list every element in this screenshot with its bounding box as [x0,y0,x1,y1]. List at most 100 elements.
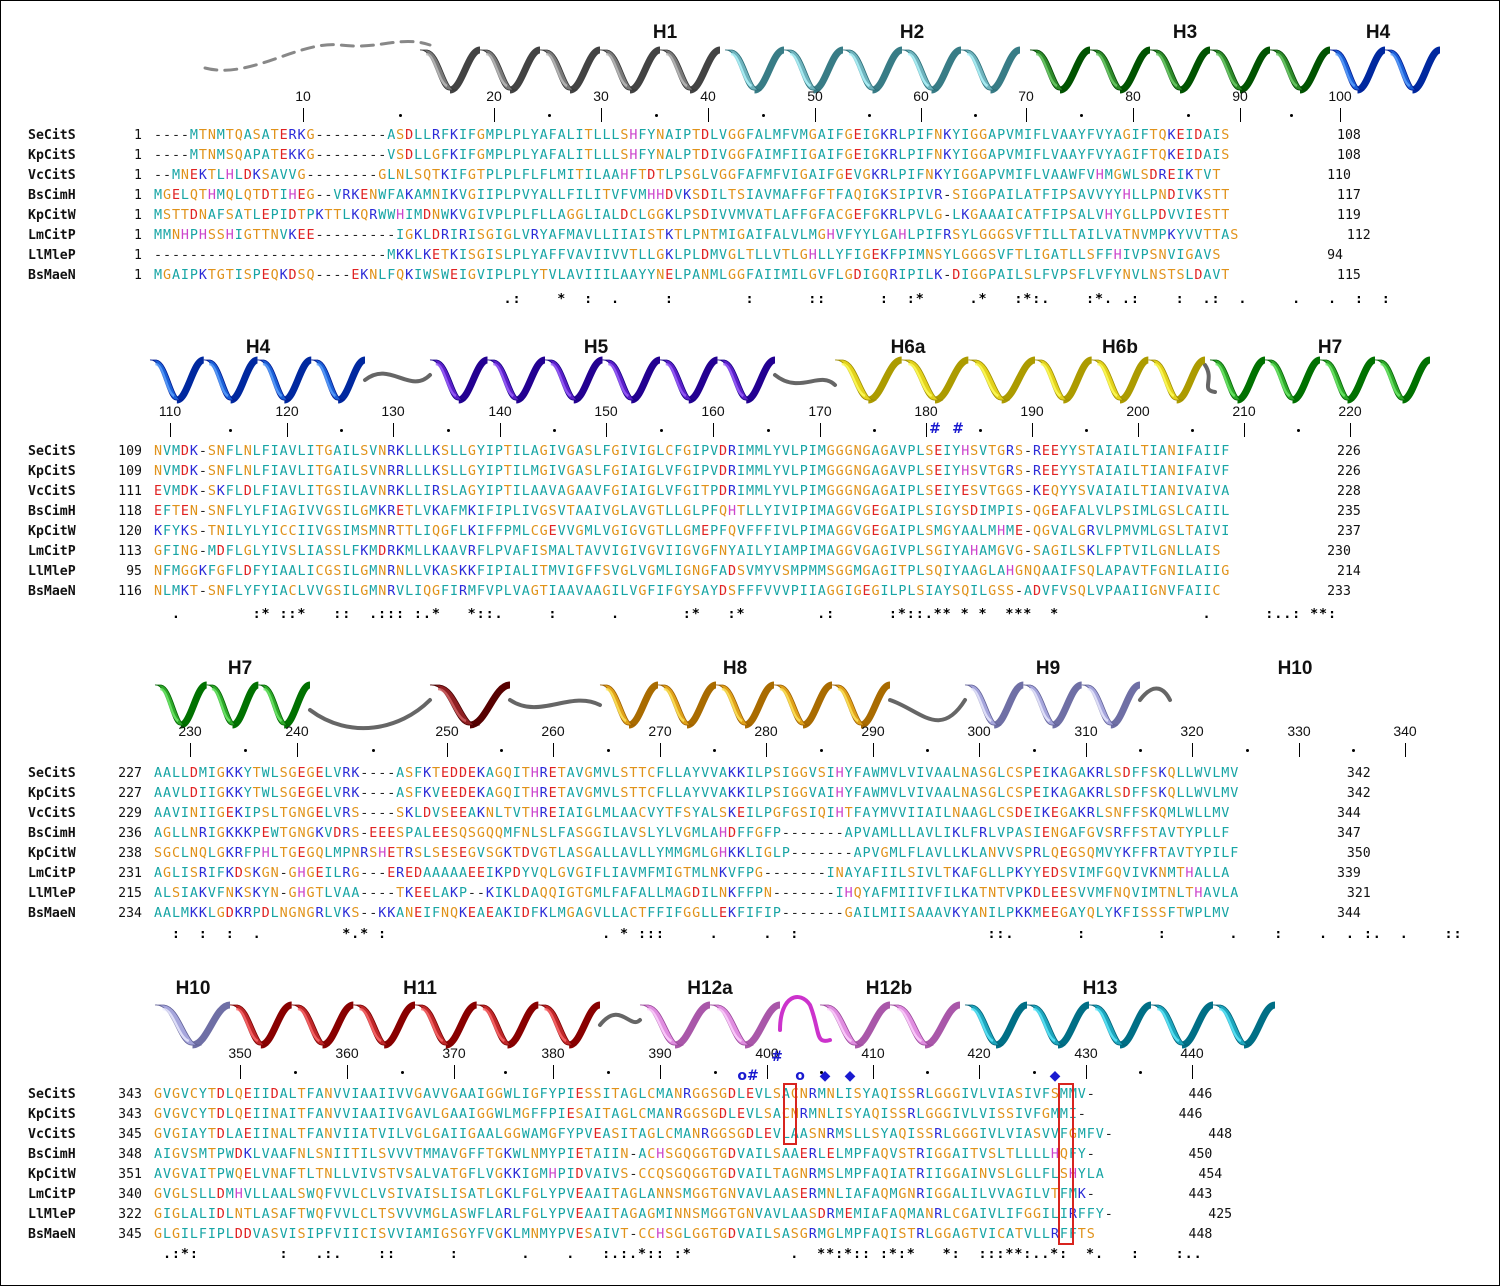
ruler-dot [713,1071,717,1074]
sequence-name: LlMleP [28,564,76,579]
sequence-end: 119 [1337,208,1361,223]
ruler-tick [494,108,495,122]
sequence-end: 342 [1346,786,1371,801]
helix-h9-s3 [599,681,892,729]
sequence-start: 1 [134,268,142,283]
ruler-dot [1079,114,1083,117]
ruler-tick [1086,743,1087,757]
sequence-name: BsCimH [28,504,76,519]
ruler-dot [873,429,876,432]
ruler-tick [708,108,709,122]
loop-h8-h9 [888,698,967,723]
sequence-start: 95 [126,564,142,579]
helix-label: H7 [227,658,253,679]
residue-number: 320 [1180,723,1204,739]
residue-number: 110 [158,403,182,419]
ruler-tick [979,1065,980,1079]
ruler-dot [400,1071,404,1074]
helix-h12b-s4 [819,1001,962,1049]
conservation-line: . :* ::* :: .::: :.* *::. : . :* :* .: :… [154,607,1337,622]
sequence-name: VcCitS [28,806,76,821]
ruler-dot [1032,749,1036,752]
conservation-line: : : : . *.* : . * ::: . . : ::. : : . : … [154,927,1463,942]
ruler-tick [1350,423,1351,437]
sequence-end: 344 [1337,806,1361,821]
sequence-end: 342 [1346,766,1371,781]
ruler-tick [454,1065,455,1079]
sequence-start: 1 [134,168,142,183]
ruler-dot [1352,749,1355,752]
ruler-dot [1032,1071,1036,1074]
residue-number: 70 [1018,88,1034,104]
ruler-tick [1192,743,1193,757]
sequence-end: 237 [1337,524,1361,539]
residue-number: 420 [967,1045,991,1061]
helix-h4-s2 [149,356,367,404]
sequence-residues: GVGVCYTDLQEIIDALTFANVVIAAIIVVGAVVGAAIGGW… [154,1087,1096,1102]
sequence-residues: GLGILFIPLDDVASVISIPFVIICISVVIAMIGSGYFVGK… [154,1227,1096,1242]
ruler-tick [926,423,927,437]
sequence-start: 231 [118,866,142,881]
ruler-tick [240,1065,241,1079]
sequence-name: VcCitS [28,168,76,183]
sequence-residues: EFTEN-SNFLYLFIAGIVVGSILGMKRETLVKAFMKIFIP… [154,504,1231,519]
residue-number: 220 [1338,403,1362,419]
n-terminal-disordered-loop [203,40,432,72]
residue-number: 150 [594,403,618,419]
helix-label: H2 [899,22,925,43]
sequence-end: 226 [1337,464,1361,479]
highlight-box-arg-1 [783,1083,797,1145]
sequence-residues: AIGVSMTPWDKLVAAFNLSNIITILSVVVTMMAVGFFTGK… [154,1147,1096,1162]
loop-h5-h6a [773,373,837,387]
sequence-residues: NFMGGKFGFLDFYIAALICGSILGMNRNLLVKASKKFIPI… [154,564,1231,579]
residue-number: 290 [861,723,885,739]
ruler-tick [287,423,288,437]
ruler-tick [393,423,394,437]
residue-number: 190 [1020,403,1044,419]
loop-h7-h8a [308,698,432,731]
sequence-name: BsMaeN [28,584,76,599]
residue-number: 390 [648,1045,672,1061]
sequence-name: BsCimH [28,826,76,841]
residue-number: 270 [648,723,672,739]
sequence-start: 345 [118,1227,142,1242]
sequence-start: 1 [134,248,142,263]
conservation-line: .:*: : .:. :: : . . :.:.*:: :* . **:*:: … [154,1247,1203,1262]
loop-h4-h5 [363,371,432,384]
ruler-dot [819,749,823,752]
ruler-dot [500,749,503,752]
residue-number: 350 [228,1045,252,1061]
ruler-dot [659,429,663,432]
ruler-tick [921,108,922,122]
residue-number: 250 [435,723,459,739]
residue-number: 440 [1180,1045,1204,1061]
ruler-dot [553,429,556,432]
helix-h7-s2 [1209,356,1432,404]
ruler-tick [1299,743,1300,757]
helix-label: H4 [1365,22,1391,43]
residue-number: 240 [285,723,309,739]
sequence-start: 351 [118,1167,142,1182]
sequence-start: 229 [118,806,142,821]
ruler-tick [820,423,821,437]
ruler-dot [713,749,716,752]
residue-number: 280 [754,723,778,739]
sequence-start: 113 [118,544,142,559]
ruler-dot [973,114,977,117]
sequence-residues: GIGLALIDLNTLASAFTWQFVVLCLTSVVVMGLASWFLAR… [154,1207,1114,1222]
sequence-end: 115 [1337,268,1361,283]
helix-h13-s4 [964,1001,1277,1049]
residue-number: 400 [755,1045,779,1061]
sequence-residues: MMNHPHSSHIGTTNVKEE---------IGKLDRIRISGIG… [154,228,1240,243]
sequence-end: 454 [1198,1167,1223,1182]
residue-number: 40 [700,88,716,104]
site-marker: ◆ [844,1068,856,1084]
sequence-start: 109 [118,444,142,459]
sequence-start: 322 [118,1207,142,1222]
ruler-dot [1186,114,1190,117]
helix-label: H11 [403,978,437,999]
ruler-tick [347,1065,348,1079]
ruler-tick [767,1065,768,1079]
ruler-dot [654,114,658,117]
ruler-dot [293,1071,297,1074]
